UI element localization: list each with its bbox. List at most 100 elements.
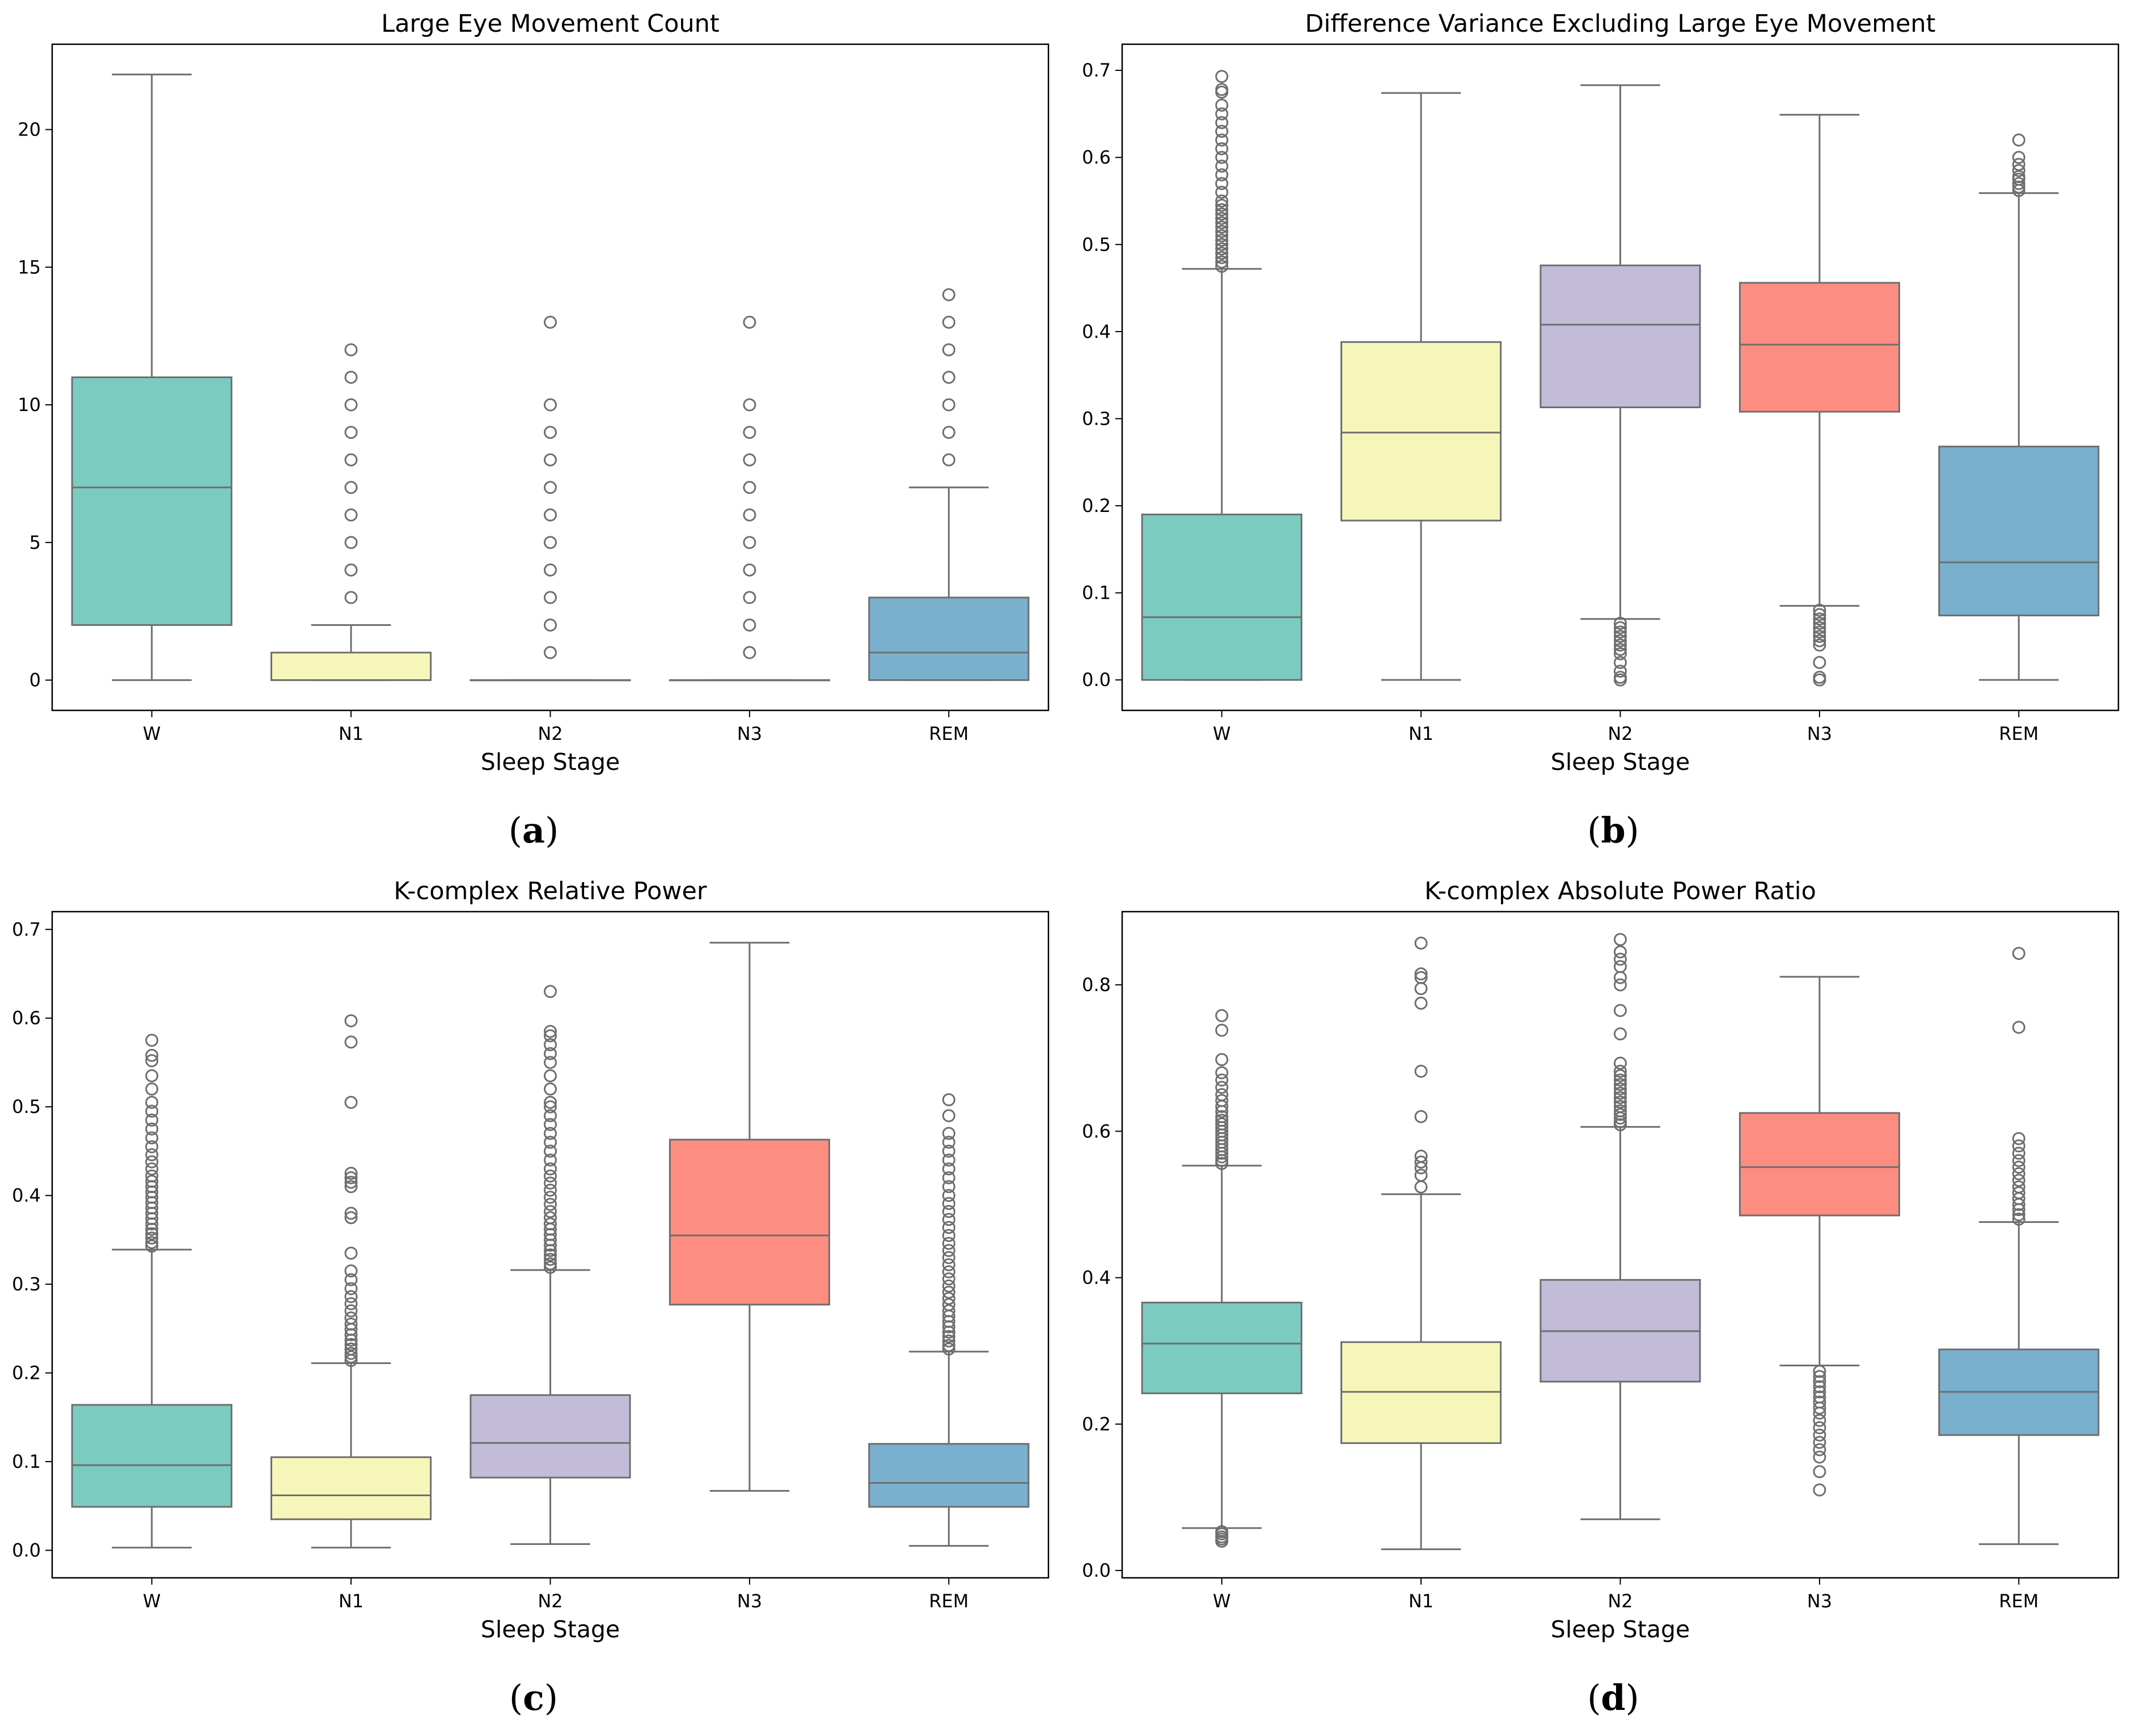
outlier-point <box>544 646 557 659</box>
outlier-point <box>942 1197 955 1210</box>
x-tick-label: W <box>143 1590 161 1612</box>
outlier-point <box>1215 203 1229 217</box>
outlier-point <box>942 453 955 467</box>
outlier-point <box>1614 1078 1627 1091</box>
caption-d: (d) <box>1587 1677 1639 1718</box>
caption-a-letter: a <box>522 810 545 851</box>
outlier-point <box>743 481 756 494</box>
outlier-point <box>145 1239 159 1253</box>
chart-k-complex-relative-power: K-complex Relative Power 0.0 0.1 0.2 0.3 0.4 0… <box>12 877 1050 1643</box>
outlier-point <box>1215 1009 1229 1022</box>
outlier-point <box>1813 1413 1826 1427</box>
outlier-point <box>344 1311 358 1325</box>
y-tick-label: 0.3 <box>1082 408 1111 429</box>
y-tick-label: 0.2 <box>12 1362 41 1384</box>
outlier-point <box>544 1217 557 1231</box>
outlier-point <box>544 1205 557 1218</box>
outlier-point <box>145 1227 159 1240</box>
outlier-point <box>544 591 557 604</box>
outlier-point <box>1614 978 1627 992</box>
outlier-point <box>344 1035 358 1049</box>
box-REM <box>1938 446 2100 617</box>
outlier-point <box>2012 1154 2025 1167</box>
outlier-point <box>344 1290 358 1303</box>
box-N2 <box>470 1394 631 1479</box>
outlier-point <box>1813 603 1826 617</box>
outlier-point <box>1414 996 1428 1010</box>
outlier-point <box>2012 1139 2025 1153</box>
x-tick-label: N3 <box>737 723 762 744</box>
x-tick-label: N1 <box>1409 1590 1433 1612</box>
outlier-point <box>544 1248 557 1261</box>
y-tick-label: 20 <box>18 119 41 141</box>
outlier-point <box>544 618 557 632</box>
outlier-point <box>1813 1443 1826 1456</box>
outlier-point <box>2012 1180 2025 1193</box>
y-tick-label: 0.6 <box>1082 147 1111 168</box>
outlier-point <box>942 1162 955 1176</box>
outlier-point <box>942 1334 955 1348</box>
box-REM <box>868 596 1030 681</box>
outlier-point <box>2012 1212 2025 1226</box>
outlier-point <box>942 1258 955 1272</box>
outlier-point <box>1215 1066 1229 1079</box>
outlier-point <box>1215 216 1229 230</box>
outlier-point <box>344 1347 358 1360</box>
outlier-point <box>743 618 756 632</box>
outlier-point <box>743 563 756 577</box>
caption-a: (a) <box>508 810 559 851</box>
outlier-point <box>1813 616 1826 630</box>
outlier-point <box>1215 225 1229 238</box>
y-tick-label: 0.3 <box>12 1273 41 1295</box>
box-N3 <box>1739 282 1900 413</box>
outlier-point <box>1614 656 1627 670</box>
box-N1 <box>270 651 432 681</box>
outlier-point <box>544 1117 557 1131</box>
box-W <box>71 1404 232 1508</box>
outlier-point <box>344 1095 358 1109</box>
outlier-point <box>145 1095 159 1109</box>
outlier-point <box>942 288 955 302</box>
outlier-point <box>544 536 557 549</box>
box-N3 <box>669 1138 830 1306</box>
outlier-point <box>1215 151 1229 164</box>
chart-title: K-complex Absolute Power Ratio <box>1424 877 1816 905</box>
outlier-point <box>1813 1483 1826 1497</box>
y-tick-label: 0.5 <box>1082 234 1111 255</box>
outlier-point <box>1614 1104 1627 1117</box>
box-N1 <box>270 1456 432 1521</box>
outlier-point <box>1215 247 1229 260</box>
box-W <box>1141 1302 1302 1395</box>
outlier-point <box>1813 656 1826 670</box>
outlier-point <box>942 1093 955 1107</box>
outlier-point <box>2012 1167 2025 1180</box>
outlier-point <box>544 1100 557 1113</box>
outlier-point <box>1215 1525 1229 1539</box>
outlier-point <box>344 1175 358 1189</box>
outlier-point <box>1813 1390 1826 1404</box>
outlier-point <box>1215 107 1229 121</box>
panel-b: Difference Variance Excluding Large Eye … <box>1070 0 2136 794</box>
outlier-point <box>1414 1110 1428 1124</box>
outlier-point <box>145 1236 159 1250</box>
outlier-point <box>1215 1088 1229 1102</box>
outlier-point <box>942 1279 955 1293</box>
caption-d-letter: d <box>1601 1677 1626 1718</box>
y-tick-label: 0.5 <box>12 1096 41 1117</box>
outlier-point <box>544 1169 557 1183</box>
x-tick-label: REM <box>1999 1590 2038 1612</box>
outlier-point <box>1215 242 1229 256</box>
outlier-point <box>743 591 756 604</box>
outlier-point <box>2012 133 2025 147</box>
outlier-point <box>544 1162 557 1176</box>
outlier-point <box>1813 608 1826 621</box>
outlier-point <box>145 1131 159 1145</box>
outlier-point <box>942 1292 955 1305</box>
outlier-point <box>1215 168 1229 181</box>
outlier-point <box>344 1246 358 1260</box>
outlier-point <box>344 1211 358 1225</box>
outlier-point <box>1414 1180 1428 1193</box>
outlier-point <box>1215 70 1229 83</box>
outlier-point <box>1614 1027 1627 1041</box>
outlier-point <box>1215 85 1229 99</box>
